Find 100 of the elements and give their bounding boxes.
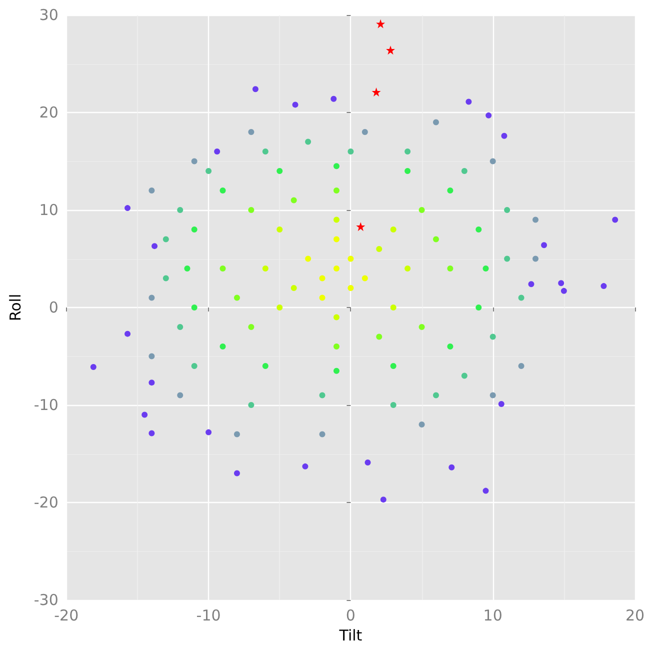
point (262, 363, 268, 369)
point (162, 236, 169, 242)
point (501, 132, 508, 139)
y-tick-label: -10 (34, 396, 58, 414)
point (142, 412, 148, 418)
point (476, 304, 482, 310)
point (486, 112, 492, 118)
point (404, 148, 411, 154)
point (348, 285, 354, 291)
point (348, 256, 354, 262)
point (262, 148, 268, 154)
point (206, 168, 212, 174)
point (376, 246, 382, 252)
point (376, 19, 386, 28)
point (191, 363, 198, 369)
point (518, 294, 524, 301)
y-axis-title: Roll (6, 294, 24, 322)
point (302, 463, 308, 470)
point (376, 334, 382, 340)
point (482, 488, 489, 494)
point (333, 344, 340, 350)
point (333, 236, 340, 242)
point (418, 422, 425, 428)
y-tick-label: 30 (39, 6, 58, 24)
point (386, 46, 395, 55)
point (177, 392, 184, 398)
point (305, 256, 312, 262)
point (191, 304, 198, 310)
y-tick-label: 10 (39, 201, 58, 219)
point (191, 158, 198, 164)
point (148, 380, 155, 386)
point (184, 266, 190, 272)
x-axis-title: Tilt (338, 626, 362, 644)
point (262, 266, 268, 272)
point (214, 148, 220, 154)
y-tick-label: -20 (34, 494, 58, 512)
point (380, 496, 386, 503)
point (152, 243, 158, 250)
point (333, 368, 340, 374)
point (504, 256, 510, 262)
point (528, 281, 534, 288)
point (560, 288, 567, 294)
point (490, 334, 496, 340)
point (90, 364, 96, 370)
point (461, 372, 468, 379)
point (390, 226, 396, 232)
point (490, 158, 496, 164)
point (432, 236, 439, 242)
point (418, 207, 425, 213)
point (348, 148, 354, 154)
point (466, 98, 472, 105)
point (333, 188, 340, 194)
point (220, 344, 226, 350)
point (390, 363, 396, 369)
point (418, 324, 425, 330)
point (124, 330, 131, 337)
point (177, 207, 184, 213)
point (220, 266, 226, 272)
x-tick-label: 10 (483, 606, 502, 624)
point (362, 129, 368, 135)
x-tick-label: -20 (54, 606, 79, 624)
point (148, 353, 155, 360)
point (356, 222, 366, 232)
point (177, 324, 184, 330)
point (476, 226, 482, 232)
point (206, 429, 212, 436)
point (490, 392, 496, 398)
y-tick-label: 0 (48, 298, 58, 316)
point (148, 294, 155, 301)
point (504, 207, 510, 213)
point (276, 226, 283, 232)
point (333, 163, 340, 170)
point (447, 266, 454, 272)
point (248, 129, 254, 135)
point (518, 363, 524, 369)
point (432, 392, 439, 398)
point (404, 266, 411, 272)
point (390, 402, 396, 408)
y-tick-label: -30 (34, 591, 58, 609)
point (290, 285, 297, 291)
point (319, 431, 326, 438)
point (319, 275, 326, 282)
point (532, 216, 538, 223)
point (333, 314, 340, 320)
point (330, 96, 337, 102)
point (390, 304, 396, 310)
point (541, 242, 548, 248)
point (319, 294, 326, 301)
point (612, 216, 618, 223)
point (162, 275, 169, 282)
point (292, 102, 298, 108)
point (290, 197, 297, 204)
point (498, 401, 504, 408)
point (461, 168, 468, 174)
point (124, 205, 131, 212)
point (333, 216, 340, 223)
point (432, 119, 439, 126)
point (191, 226, 198, 232)
point (532, 256, 538, 262)
point (234, 470, 240, 476)
